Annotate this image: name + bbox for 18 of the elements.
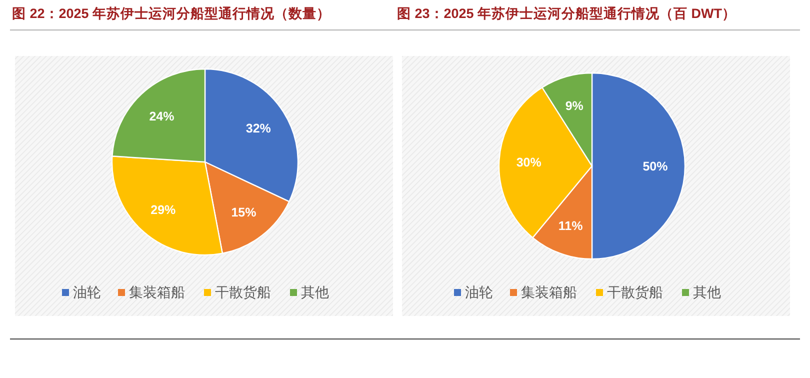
data-label: 11% — [558, 219, 583, 233]
data-label: 30% — [516, 156, 542, 170]
legend-label: 集装箱船 — [129, 284, 185, 300]
legend-label: 集装箱船 — [521, 284, 577, 300]
legend-label: 干散货船 — [607, 284, 663, 300]
chart-title: 图 23：2025 年苏伊士运河分船型通行情况（百 DWT） — [397, 6, 736, 21]
chart-title: 图 22：2025 年苏伊士运河分船型通行情况（数量） — [12, 6, 331, 21]
data-label: 15% — [231, 205, 256, 220]
legend-label: 其他 — [693, 284, 721, 300]
legend-label: 油轮 — [73, 284, 101, 300]
data-label: 32% — [246, 122, 271, 136]
data-label: 9% — [565, 98, 584, 113]
legend-label: 油轮 — [465, 284, 493, 300]
data-label: 50% — [642, 160, 668, 174]
legend-label: 其他 — [301, 284, 329, 300]
data-label: 24% — [149, 109, 174, 124]
legend-label: 干散货船 — [215, 284, 271, 300]
data-label: 29% — [150, 202, 176, 217]
